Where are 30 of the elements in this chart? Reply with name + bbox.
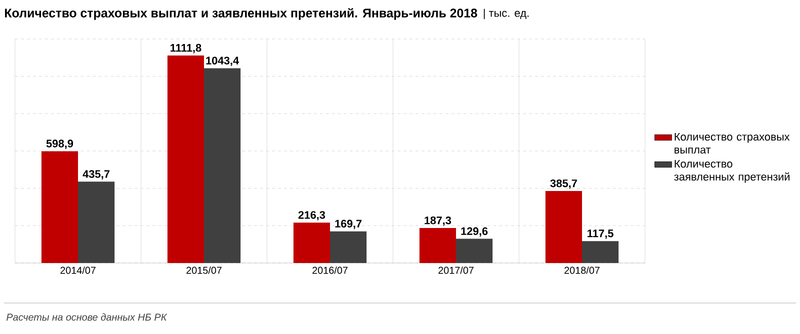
bar	[419, 228, 456, 263]
legend-label: Количество заявленных претензий	[674, 160, 790, 183]
x-tick-label: 2017/07	[438, 266, 474, 274]
data-label: 598,9	[46, 140, 74, 150]
data-label: 385,7	[550, 179, 577, 189]
x-tick-label: 2014/07	[60, 266, 96, 274]
bar	[456, 238, 493, 263]
data-label: 435,7	[82, 170, 110, 180]
x-tick-label: 2015/07	[186, 266, 222, 274]
bar	[41, 151, 78, 263]
chart-subtitle: | тыс. ед.	[484, 8, 529, 20]
data-label: 1043,4	[206, 56, 239, 66]
bar	[78, 182, 115, 263]
bar	[330, 231, 367, 263]
data-label: 1111,8	[170, 44, 202, 54]
bar	[293, 222, 330, 263]
data-label: 187,3	[424, 216, 452, 226]
chart-title: Количество страховых выплат и заявленных претензий. Январь-июль 2018	[5, 8, 478, 20]
data-label: 216,3	[298, 211, 326, 220]
data-label: 117,5	[588, 230, 614, 239]
bar	[582, 241, 619, 263]
x-tick-label: 2018/07	[564, 266, 600, 274]
bar	[545, 191, 582, 263]
bar	[167, 55, 204, 263]
data-label: 129,6	[461, 227, 488, 237]
bar	[204, 68, 241, 263]
x-tick-label: 2016/07	[312, 266, 348, 274]
text: Расчеты на основе данных НБ РК	[6, 313, 168, 321]
data-label: 169,7	[335, 220, 362, 230]
legend-label: Количество страховых выплат	[674, 132, 790, 154]
